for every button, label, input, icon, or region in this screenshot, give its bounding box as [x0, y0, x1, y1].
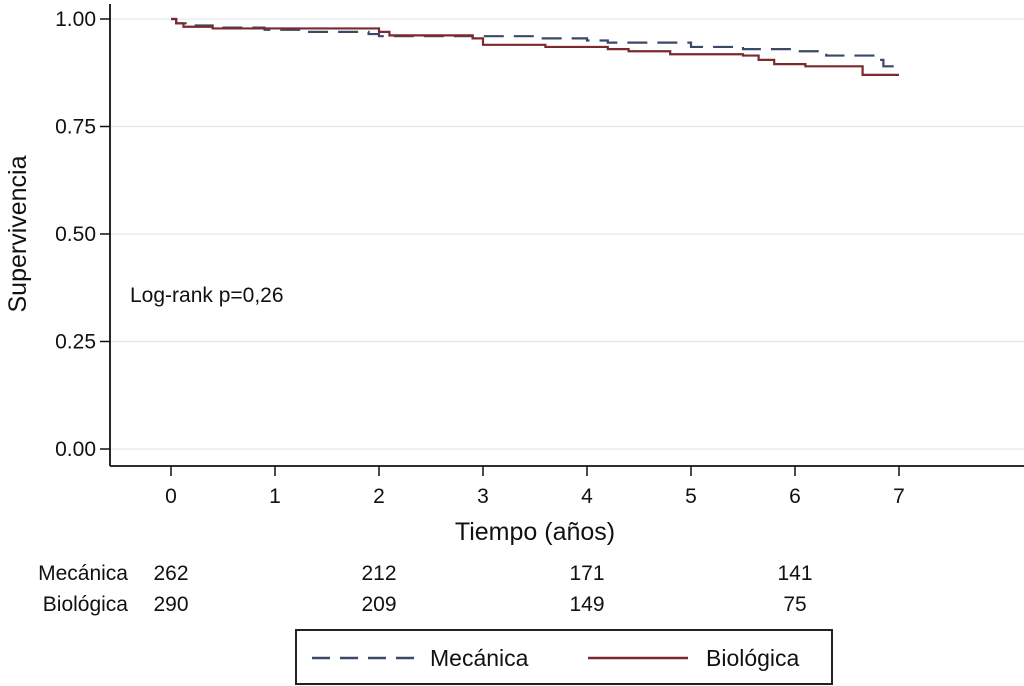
labels: 0.00 0.25 0.50 0.75 1.00 0 1 2 3 4 5 6 7	[55, 8, 905, 508]
risk-table: Mecánica 262 212 171 141 Biológica 290 209 149 75	[38, 562, 812, 616]
risk-count: 209	[361, 593, 396, 616]
y-tick-label: 1.00	[55, 8, 96, 31]
y-tick-label: 0.25	[55, 331, 96, 354]
y-tick-label: 0.75	[55, 116, 96, 139]
risk-count: 262	[153, 562, 188, 585]
km-curve-biologica	[171, 17, 899, 76]
y-tick-label: 0.50	[55, 223, 96, 246]
legend: Mecánica Biológica	[295, 629, 833, 685]
x-tick-label: 0	[165, 485, 177, 508]
risk-count: 75	[783, 593, 806, 616]
legend-label-biologica: Biológica	[706, 645, 800, 671]
axes	[100, 4, 1024, 476]
risk-count: 290	[153, 593, 188, 616]
x-tick-label: 2	[373, 485, 385, 508]
gridlines	[110, 18, 1024, 450]
legend-label-mecanica: Mecánica	[430, 645, 529, 671]
x-tick-label: 4	[581, 485, 593, 508]
risk-row-label: Mecánica	[38, 562, 128, 585]
x-tick-label: 6	[789, 485, 801, 508]
x-tick-label: 3	[477, 485, 489, 508]
x-tick-label: 7	[893, 485, 905, 508]
risk-row-label: Biológica	[43, 593, 129, 616]
series-group	[171, 17, 901, 76]
y-tick-label: 0.00	[55, 438, 96, 461]
x-tick-label: 5	[685, 485, 697, 508]
logrank-annotation: Log-rank p=0,26	[130, 284, 284, 307]
y-axis-title: Supervivencia	[4, 155, 32, 312]
x-axis-title: Tiempo (años)	[455, 518, 615, 546]
risk-count: 212	[361, 562, 396, 585]
risk-count: 149	[569, 593, 604, 616]
x-tick-label: 1	[269, 485, 281, 508]
risk-count: 141	[777, 562, 812, 585]
risk-count: 171	[569, 562, 604, 585]
